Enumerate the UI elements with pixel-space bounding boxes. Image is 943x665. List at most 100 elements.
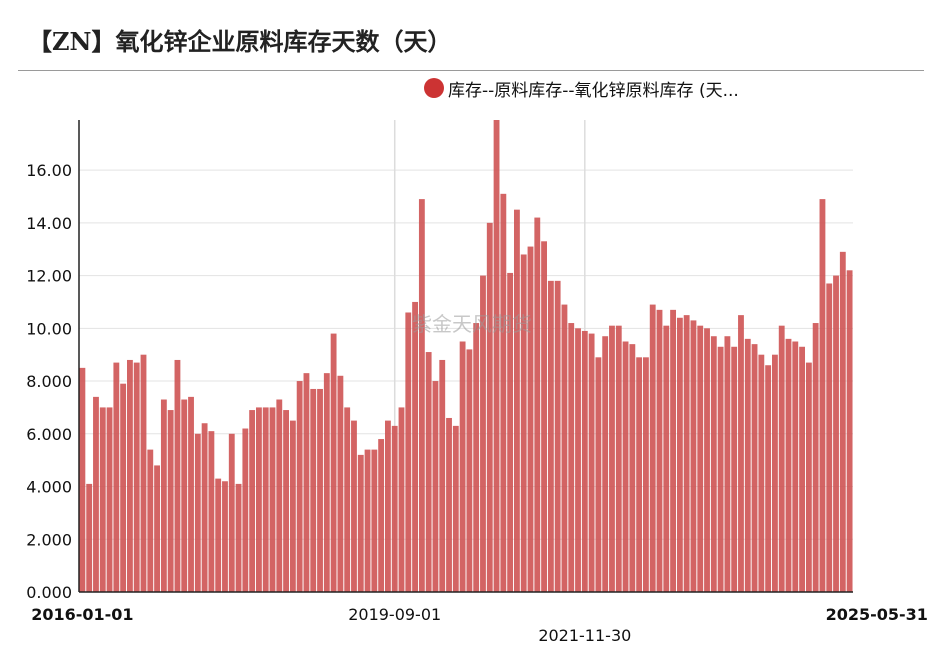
- bar[interactable]: [412, 301, 418, 592]
- bar[interactable]: [805, 362, 812, 592]
- bar[interactable]: [514, 209, 520, 592]
- bar[interactable]: [819, 199, 826, 592]
- bar[interactable]: [751, 344, 758, 592]
- bar[interactable]: [99, 407, 106, 592]
- bar[interactable]: [683, 315, 690, 592]
- bar[interactable]: [391, 425, 398, 592]
- bar[interactable]: [283, 410, 289, 592]
- bar[interactable]: [622, 341, 629, 592]
- bar[interactable]: [846, 270, 853, 592]
- bar[interactable]: [541, 241, 547, 593]
- bar[interactable]: [120, 383, 127, 592]
- bar[interactable]: [364, 449, 371, 592]
- bar[interactable]: [147, 449, 154, 592]
- bar[interactable]: [629, 344, 636, 592]
- bar[interactable]: [154, 465, 160, 592]
- bar[interactable]: [520, 254, 527, 592]
- bar[interactable]: [106, 407, 113, 592]
- bar[interactable]: [609, 325, 615, 592]
- bar[interactable]: [256, 407, 262, 592]
- bar[interactable]: [507, 272, 514, 592]
- chart-legend[interactable]: 库存--原料库存--氧化锌原料库存 (天...: [424, 77, 739, 101]
- bar[interactable]: [446, 417, 452, 592]
- bar[interactable]: [744, 338, 751, 592]
- bar[interactable]: [826, 283, 833, 592]
- bar[interactable]: [772, 354, 778, 592]
- bar[interactable]: [575, 328, 581, 592]
- bar[interactable]: [330, 333, 337, 592]
- bar[interactable]: [839, 251, 846, 593]
- bar[interactable]: [731, 346, 738, 592]
- bar[interactable]: [317, 388, 323, 592]
- bar[interactable]: [480, 275, 486, 592]
- bar[interactable]: [371, 449, 378, 592]
- bar[interactable]: [486, 222, 493, 592]
- bar[interactable]: [432, 381, 439, 592]
- bar[interactable]: [636, 357, 643, 592]
- bar[interactable]: [812, 323, 819, 592]
- bar[interactable]: [167, 410, 174, 592]
- bar[interactable]: [86, 483, 93, 592]
- bar[interactable]: [208, 431, 215, 592]
- bar[interactable]: [79, 367, 86, 592]
- bar[interactable]: [262, 407, 269, 592]
- bar[interactable]: [785, 338, 792, 592]
- bar[interactable]: [602, 336, 609, 592]
- bar[interactable]: [663, 325, 670, 592]
- bar[interactable]: [656, 309, 663, 592]
- bar[interactable]: [724, 336, 731, 592]
- bar[interactable]: [833, 275, 839, 592]
- bar[interactable]: [385, 420, 391, 592]
- bar[interactable]: [140, 354, 147, 592]
- bar[interactable]: [527, 246, 534, 593]
- bar[interactable]: [466, 349, 473, 592]
- bar[interactable]: [127, 359, 133, 592]
- bar[interactable]: [289, 420, 296, 592]
- bar[interactable]: [595, 357, 602, 592]
- bar[interactable]: [201, 423, 208, 592]
- bar[interactable]: [228, 433, 235, 592]
- bar[interactable]: [615, 325, 622, 592]
- bar[interactable]: [93, 396, 99, 592]
- bar[interactable]: [303, 373, 310, 592]
- bar[interactable]: [425, 352, 432, 592]
- bar[interactable]: [792, 341, 799, 592]
- bar[interactable]: [351, 420, 357, 592]
- bar[interactable]: [643, 357, 649, 592]
- bar[interactable]: [249, 410, 256, 592]
- bar[interactable]: [378, 439, 385, 592]
- bar[interactable]: [398, 407, 405, 592]
- bar[interactable]: [181, 399, 188, 592]
- bar[interactable]: [493, 120, 500, 592]
- bar[interactable]: [473, 323, 480, 592]
- bar[interactable]: [133, 362, 140, 592]
- bar[interactable]: [113, 362, 120, 592]
- bar[interactable]: [799, 346, 805, 592]
- bar[interactable]: [758, 354, 765, 592]
- bar[interactable]: [296, 381, 303, 592]
- bar[interactable]: [670, 309, 676, 592]
- bar[interactable]: [160, 399, 167, 592]
- bar[interactable]: [778, 325, 785, 592]
- bar[interactable]: [765, 365, 772, 592]
- bar[interactable]: [710, 336, 717, 592]
- bar[interactable]: [676, 317, 683, 592]
- bar[interactable]: [588, 333, 595, 592]
- bar[interactable]: [568, 323, 575, 592]
- bar[interactable]: [344, 407, 351, 592]
- bar[interactable]: [194, 433, 201, 592]
- bar[interactable]: [174, 359, 181, 592]
- bar[interactable]: [534, 217, 541, 592]
- bar[interactable]: [323, 373, 330, 592]
- bar[interactable]: [269, 407, 276, 592]
- bar[interactable]: [452, 425, 459, 592]
- bar[interactable]: [357, 454, 364, 592]
- bar[interactable]: [500, 193, 507, 592]
- bar[interactable]: [235, 483, 242, 592]
- bar[interactable]: [554, 280, 561, 592]
- bar[interactable]: [310, 388, 317, 592]
- bar[interactable]: [242, 428, 249, 592]
- bar[interactable]: [276, 399, 283, 592]
- bar[interactable]: [561, 304, 568, 592]
- bar[interactable]: [547, 280, 554, 592]
